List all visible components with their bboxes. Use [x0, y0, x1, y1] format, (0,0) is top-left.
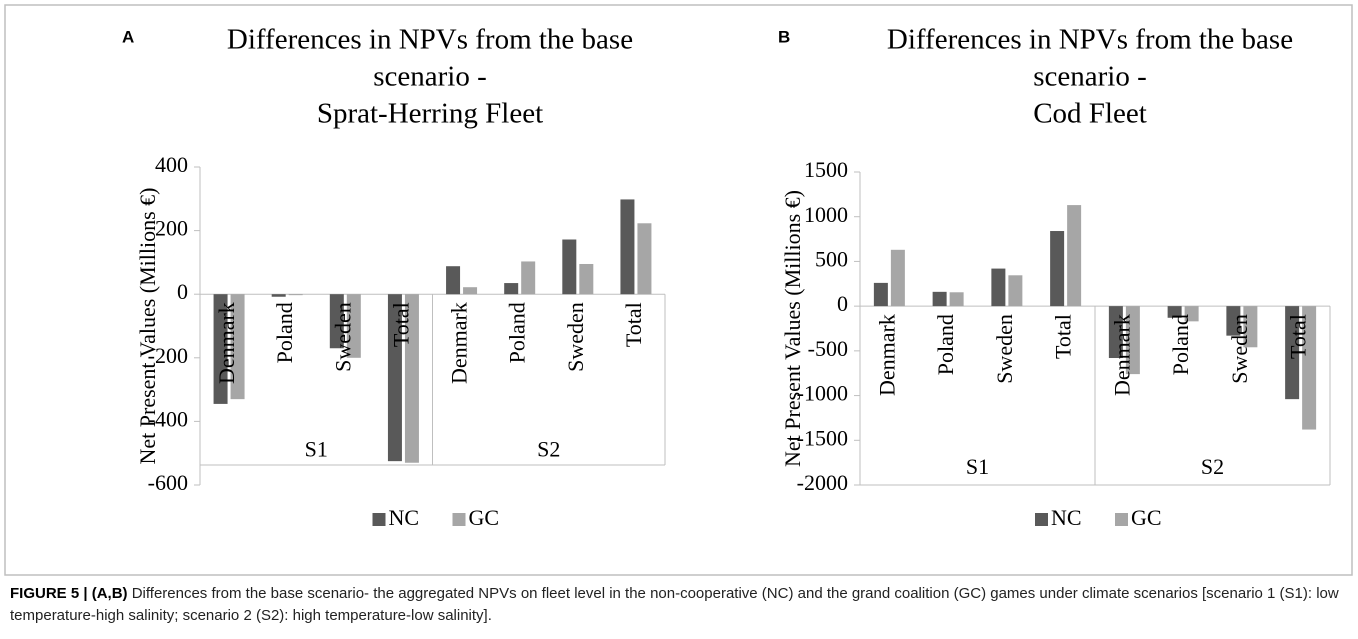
x-tick-label: Sweden: [1227, 314, 1252, 384]
x-tick-label: Poland: [505, 302, 530, 363]
x-tick-label: Poland: [272, 302, 297, 363]
bar: [873, 282, 888, 307]
chart-title: Cod Fleet: [1033, 98, 1147, 130]
y-tick-label: -200: [148, 343, 188, 368]
bar: [1125, 306, 1140, 375]
bar: [1050, 231, 1065, 307]
legend-swatch: [372, 513, 386, 526]
bar: [1285, 306, 1300, 400]
chart-title: scenario -: [1033, 61, 1147, 93]
legend-label: GC: [469, 505, 500, 530]
bar: [271, 294, 286, 297]
chart-title: scenario -: [373, 61, 487, 93]
bar: [562, 239, 577, 295]
y-tick-label: -1000: [797, 381, 848, 406]
x-tick-label: Total: [388, 302, 413, 347]
y-tick-label: -400: [148, 406, 188, 431]
x-tick-label: Poland: [933, 314, 958, 375]
x-tick-label: Total: [621, 302, 646, 347]
y-tick-label: -1500: [797, 425, 848, 450]
bar: [890, 249, 905, 307]
bar: [932, 291, 947, 307]
bar: [579, 263, 594, 295]
chart-title: Differences in NPVs from the base: [887, 24, 1293, 56]
y-tick-label: 1000: [804, 202, 848, 227]
bar: [463, 287, 478, 295]
y-tick-label: -600: [148, 470, 188, 495]
group-label: S1: [966, 454, 989, 479]
caption-text: Differences from the base scenario- the …: [10, 585, 1339, 624]
x-tick-label: Denmark: [1109, 314, 1134, 396]
x-tick-label: Denmark: [447, 302, 472, 384]
caption: FIGURE 5 | (A,B) Differences from the ba…: [10, 583, 1345, 627]
x-tick-label: Sweden: [563, 302, 588, 372]
y-tick-label: 400: [155, 152, 188, 177]
bar: [230, 294, 245, 400]
y-tick-label: -2000: [797, 470, 848, 495]
chart-title: Differences in NPVs from the base: [227, 24, 633, 56]
group-label: S1: [305, 437, 328, 462]
bar: [1226, 306, 1241, 336]
bar: [288, 294, 303, 296]
bar: [1184, 306, 1199, 322]
legend-swatch: [1115, 513, 1128, 526]
bar: [1008, 275, 1023, 307]
y-tick-label: 500: [815, 246, 848, 271]
x-tick-label: Poland: [1168, 314, 1193, 375]
group-label: S2: [537, 437, 560, 462]
caption-label: FIGURE 5 | (A,B): [10, 585, 128, 602]
bar: [404, 294, 419, 463]
y-tick-label: 0: [837, 291, 848, 316]
group-label: S2: [1201, 454, 1224, 479]
x-tick-label: Denmark: [874, 314, 899, 396]
bar: [1067, 205, 1082, 307]
x-tick-label: Total: [1051, 314, 1076, 359]
y-tick-label: 1500: [804, 157, 848, 182]
bar: [1302, 306, 1317, 430]
figure-border: [4, 4, 1353, 576]
legend-label: GC: [1131, 505, 1162, 530]
y-axis-label: Net Present Values (Millions €): [780, 190, 805, 467]
bar: [446, 266, 461, 295]
bar: [504, 283, 519, 295]
bar: [521, 261, 536, 295]
x-tick-label: Sweden: [330, 302, 355, 372]
panel-label: B: [778, 27, 790, 46]
panel-label: A: [122, 27, 134, 46]
bar: [1243, 306, 1258, 348]
bar: [1108, 306, 1123, 359]
bar: [213, 294, 228, 404]
y-axis-label: Net Present Values (Millions €): [135, 187, 160, 464]
y-tick-label: -500: [808, 336, 848, 361]
bar: [1167, 306, 1182, 318]
bar: [329, 294, 344, 349]
legend-label: NC: [1051, 505, 1082, 530]
legend-label: NC: [389, 505, 420, 530]
bar: [949, 292, 964, 307]
legend-swatch: [1035, 513, 1048, 526]
bar: [387, 294, 402, 462]
bar: [620, 199, 635, 295]
y-tick-label: 0: [177, 279, 188, 304]
legend-swatch: [452, 513, 466, 526]
x-tick-label: Denmark: [214, 302, 239, 384]
x-tick-label: Sweden: [992, 314, 1017, 384]
chart-title: Sprat-Herring Fleet: [317, 98, 543, 130]
bar: [346, 294, 361, 358]
y-tick-label: 200: [155, 216, 188, 241]
bar: [991, 268, 1006, 307]
bar: [637, 223, 652, 295]
x-tick-label: Total: [1286, 314, 1311, 359]
figure: A Differences in NPVs from the base scenar…: [4, 4, 1353, 576]
